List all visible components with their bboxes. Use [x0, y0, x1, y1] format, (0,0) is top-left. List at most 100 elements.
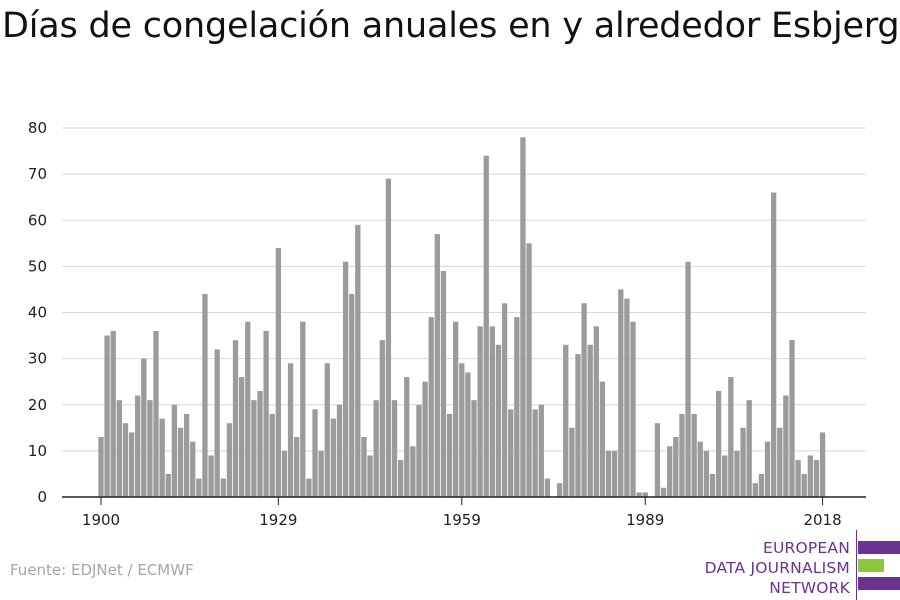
- bar-1987: [630, 321, 636, 497]
- bar-1960: [465, 372, 471, 497]
- y-tick-label: 10: [28, 442, 47, 460]
- bar-1924: [245, 321, 251, 497]
- bar-1925: [251, 400, 257, 497]
- bar-1934: [306, 478, 312, 497]
- bar-1923: [239, 377, 245, 497]
- bar-2012: [783, 395, 789, 497]
- bar-2006: [746, 400, 752, 497]
- bar-1986: [624, 298, 630, 497]
- bar-1935: [312, 409, 318, 497]
- bar-1914: [183, 413, 190, 497]
- y-tick-label: 50: [28, 257, 47, 275]
- bar-1952: [416, 404, 422, 497]
- bar-1941: [349, 294, 355, 497]
- bar-1937: [324, 363, 330, 497]
- bar-1999: [703, 450, 710, 498]
- bar-1938: [330, 418, 337, 497]
- y-tick-label: 60: [28, 211, 47, 229]
- bar-2009: [764, 441, 771, 497]
- bar-1955: [434, 234, 440, 497]
- logo-line-3: NETWORK: [769, 579, 850, 597]
- y-tick-label: 70: [28, 165, 47, 183]
- bar-1930: [281, 450, 288, 498]
- bar-1964: [489, 326, 496, 497]
- bar-1984: [612, 450, 618, 498]
- bar-1944: [367, 455, 373, 497]
- bar-1996: [685, 261, 691, 497]
- bar-1919: [214, 349, 220, 497]
- logo-separator: [856, 530, 857, 600]
- bar-1948: [391, 400, 398, 497]
- x-tick-label: 1900: [82, 511, 120, 529]
- bar-1904: [122, 423, 129, 497]
- bar-1985: [618, 289, 624, 497]
- bar-1991: [654, 423, 661, 497]
- bar-1931: [287, 363, 294, 497]
- bar-1982: [599, 381, 606, 497]
- bar-1973: [544, 478, 551, 497]
- bar-1920: [220, 478, 226, 497]
- bar-2005: [740, 427, 746, 497]
- bar-1971: [532, 409, 538, 497]
- bar-1965: [495, 344, 502, 497]
- bar-1954: [428, 317, 434, 497]
- bar-1976: [563, 344, 569, 497]
- bar-1942: [355, 224, 361, 498]
- bar-1911: [165, 473, 171, 497]
- bar-1933: [300, 321, 306, 497]
- bar-1917: [202, 294, 208, 497]
- bar-1962: [477, 326, 483, 497]
- bar-1994: [673, 437, 679, 497]
- y-tick-label: 80: [28, 119, 47, 137]
- x-tick-label: 1929: [259, 511, 297, 529]
- bar-1972: [538, 404, 544, 497]
- x-tick-label: 1959: [443, 511, 481, 529]
- bar-1956: [440, 270, 447, 497]
- y-tick-label: 20: [28, 396, 47, 414]
- bar-2004: [734, 450, 740, 498]
- bar-1947: [385, 178, 392, 498]
- bar-1967: [508, 409, 514, 497]
- bar-1910: [159, 418, 165, 497]
- bar-2002: [722, 455, 728, 497]
- bar-1969: [520, 137, 526, 498]
- bar-1913: [177, 427, 184, 497]
- bar-1963: [483, 155, 489, 497]
- bar-2000: [709, 473, 716, 497]
- axes: 0 10 20 30 40 50 60 70 80 1900 1929 1959 1989 2018: [28, 119, 866, 529]
- logo-bar-purple-bottom: [858, 577, 900, 590]
- bar-1945: [373, 400, 379, 497]
- source-note: Fuente: EDJNet / ECMWF: [10, 561, 194, 579]
- logo-bar-purple-top: [858, 541, 900, 554]
- bar-1997: [691, 413, 697, 497]
- logo-line-1: EUROPEAN: [762, 539, 850, 557]
- bar-2003: [728, 377, 734, 497]
- bars: [98, 137, 826, 498]
- y-tick-label: 0: [37, 488, 47, 506]
- bar-1932: [294, 437, 300, 497]
- bar-1915: [190, 441, 196, 497]
- bar-2015: [801, 473, 807, 497]
- y-tick-label: 40: [28, 304, 47, 322]
- bar-1927: [263, 330, 269, 497]
- chart-title: Días de congelación anuales en y alreded…: [2, 6, 900, 46]
- bar-2014: [795, 460, 801, 497]
- bar-2016: [807, 455, 813, 497]
- logo-line-2: DATA JOURNALISM: [704, 559, 850, 577]
- bar-1929: [275, 247, 281, 497]
- bar-1939: [336, 404, 343, 497]
- bar-1988: [636, 492, 642, 497]
- x-tick-label: 2018: [803, 511, 841, 529]
- bar-1918: [208, 455, 214, 497]
- bar-1953: [422, 381, 428, 497]
- bar-2013: [789, 340, 795, 497]
- bar-1966: [501, 303, 508, 497]
- logo-bar-green: [858, 559, 884, 572]
- bar-1905: [128, 432, 135, 497]
- x-tick-label: 1989: [626, 511, 664, 529]
- bar-2017: [813, 460, 820, 497]
- bar-1900: [98, 437, 104, 497]
- bar-2018: [819, 432, 826, 497]
- bar-1950: [404, 377, 410, 497]
